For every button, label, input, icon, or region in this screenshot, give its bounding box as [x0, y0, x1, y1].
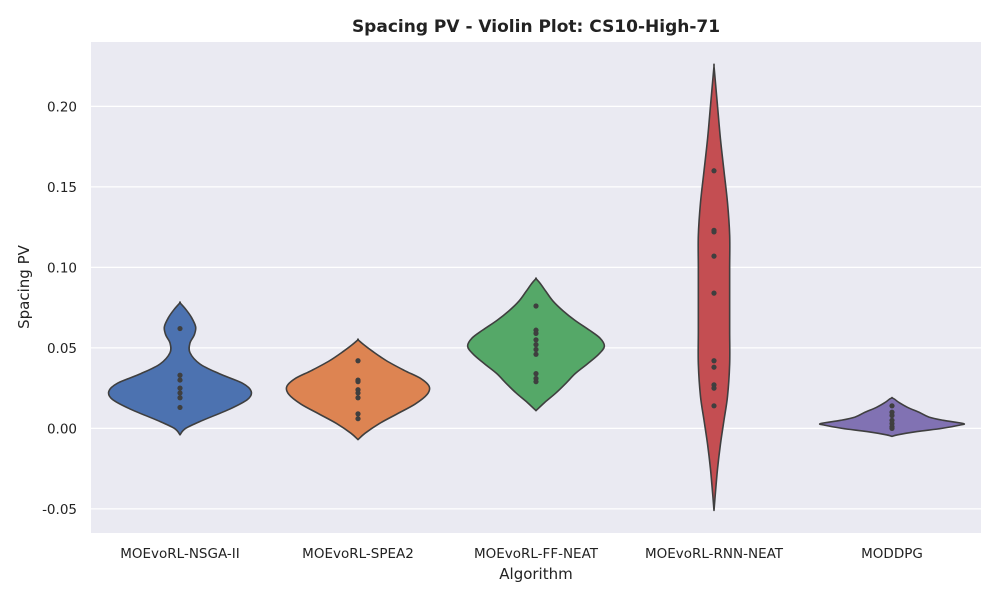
data-point: [711, 358, 717, 364]
data-point: [711, 364, 717, 370]
data-point: [355, 358, 361, 364]
chart-title: Spacing PV - Violin Plot: CS10-High-71: [352, 17, 720, 37]
violin-5: [818, 396, 966, 438]
violin-1: [107, 301, 253, 436]
data-point: [533, 379, 539, 385]
y-axis-label: Spacing PV: [15, 244, 33, 328]
x-tick-label: MODDPG: [861, 546, 923, 562]
violin-body: [697, 63, 731, 512]
data-point: [889, 403, 895, 409]
data-point: [355, 411, 361, 417]
data-point: [177, 385, 183, 391]
data-point: [533, 346, 539, 353]
data-point: [711, 168, 717, 174]
data-point: [711, 403, 717, 409]
data-point: [533, 337, 539, 343]
violins: [107, 63, 966, 512]
data-point: [711, 385, 717, 391]
data-point: [533, 303, 539, 309]
data-point: [177, 390, 183, 396]
x-tick-label: MOEvoRL-NSGA-II: [120, 546, 240, 562]
data-point: [355, 416, 361, 422]
data-point: [533, 330, 539, 336]
x-axis-label: Algorithm: [499, 565, 572, 583]
violin-body: [107, 301, 253, 436]
y-tick-label: -0.05: [42, 502, 77, 518]
y-axis-ticks: -0.05 0.00 0.05 0.10 0.15 0.20: [42, 99, 77, 517]
violin-2: [285, 338, 431, 441]
data-point: [711, 253, 717, 259]
data-point: [177, 404, 183, 411]
data-point: [889, 412, 895, 419]
x-tick-label: MOEvoRL-SPEA2: [302, 546, 414, 562]
data-point: [355, 395, 361, 401]
x-tick-label: MOEvoRL-FF-NEAT: [474, 546, 599, 562]
data-point: [533, 351, 539, 357]
x-tick-label: MOEvoRL-RNN-NEAT: [645, 546, 784, 562]
y-tick-label: 0.00: [47, 421, 77, 437]
y-tick-label: 0.10: [47, 260, 77, 276]
data-point: [177, 395, 183, 401]
x-axis-ticks: MOEvoRL-NSGA-II MOEvoRL-SPEA2 MOEvoRL-FF-N…: [120, 546, 923, 562]
data-point: [711, 229, 717, 235]
y-tick-label: 0.15: [47, 180, 77, 196]
data-point: [533, 371, 539, 377]
data-point: [177, 325, 183, 332]
y-tick-label: 0.05: [47, 341, 77, 357]
violin-4: [697, 63, 731, 512]
data-point: [889, 425, 895, 431]
data-point: [533, 342, 539, 348]
data-point: [355, 390, 361, 396]
data-point: [177, 377, 183, 383]
data-point: [711, 290, 717, 296]
y-tick-label: 0.20: [47, 99, 77, 115]
data-point: [177, 372, 183, 378]
data-point: [355, 379, 361, 385]
violin-3: [466, 277, 606, 412]
